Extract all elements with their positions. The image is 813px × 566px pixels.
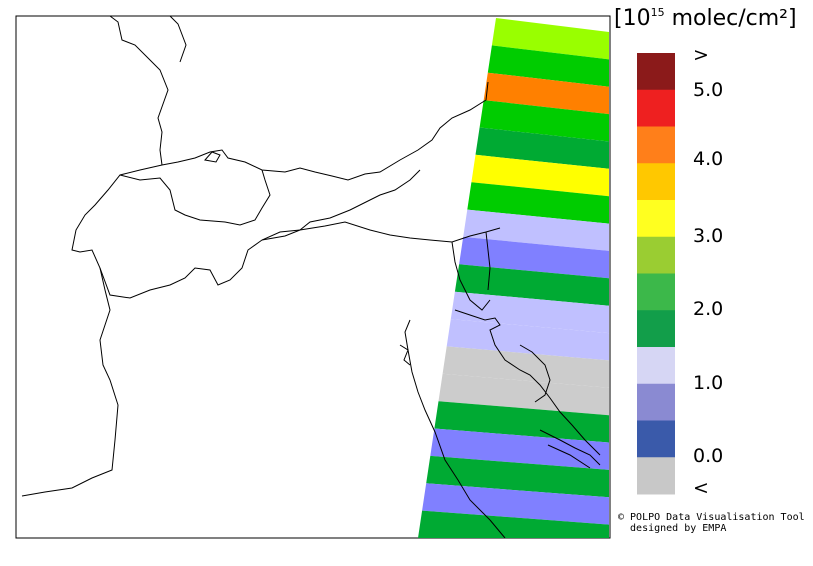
swath-band bbox=[483, 72, 609, 115]
swath-band bbox=[454, 264, 609, 306]
swath-band bbox=[463, 209, 609, 251]
credit-line-2: designed by EMPA bbox=[618, 523, 727, 534]
legend-color-swatch bbox=[637, 420, 675, 458]
swath-band bbox=[446, 319, 609, 361]
swath-band bbox=[479, 100, 609, 142]
swath-band bbox=[434, 401, 609, 443]
legend-tick-above: > bbox=[693, 44, 709, 66]
swath-band bbox=[442, 346, 609, 388]
legend-tick-5: 5.0 bbox=[693, 79, 724, 101]
swath-band bbox=[430, 428, 609, 470]
swath-band bbox=[450, 291, 609, 334]
swath-band bbox=[467, 182, 609, 224]
legend-color-swatch bbox=[637, 273, 675, 311]
swath-band bbox=[471, 154, 609, 197]
legend-color-swatch bbox=[637, 89, 675, 127]
legend-color-swatch bbox=[637, 200, 675, 238]
legend-tick-below: < bbox=[693, 477, 709, 499]
legend-unit-label: [1015 molec/cm²] bbox=[614, 6, 797, 31]
legend-tick-3: 3.0 bbox=[693, 225, 724, 247]
legend-color-swatch bbox=[637, 383, 675, 421]
legend-tick-1: 1.0 bbox=[693, 372, 724, 394]
legend-color-swatch bbox=[637, 126, 675, 164]
legend-tick-2: 2.0 bbox=[693, 298, 724, 320]
satellite-swath bbox=[418, 18, 609, 538]
legend-colorbar bbox=[637, 53, 675, 495]
swath-band bbox=[475, 127, 609, 169]
credit-text: © POLPO Data Visualisation Tool designed… bbox=[618, 512, 805, 534]
swath-band bbox=[487, 45, 609, 87]
legend-color-swatch bbox=[637, 457, 675, 495]
legend-tick-4: 4.0 bbox=[693, 148, 724, 170]
legend-tick-0: 0.0 bbox=[693, 445, 724, 467]
legend-color-swatch bbox=[637, 310, 675, 348]
legend-color-swatch bbox=[637, 163, 675, 201]
swath-band bbox=[426, 455, 609, 498]
legend-color-swatch bbox=[637, 236, 675, 274]
swath-band bbox=[459, 236, 609, 279]
swath-band bbox=[418, 510, 609, 538]
swath-band bbox=[438, 373, 609, 416]
swath-band bbox=[422, 483, 609, 525]
legend-color-swatch bbox=[637, 53, 675, 91]
swath-band bbox=[491, 18, 609, 60]
legend-color-swatch bbox=[637, 347, 675, 385]
credit-line-1: © POLPO Data Visualisation Tool bbox=[618, 512, 805, 523]
country-borders bbox=[21, 15, 601, 539]
